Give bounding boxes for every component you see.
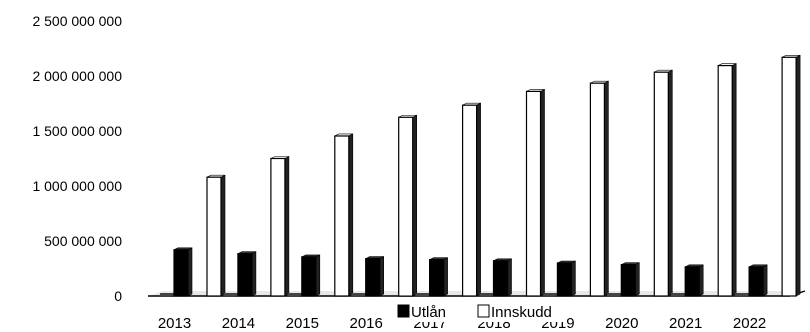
bar-utln-2019 — [556, 260, 576, 297]
floor-marker — [223, 293, 238, 296]
bar-utln-2018 — [492, 258, 512, 297]
x-tick-label: 2022 — [733, 315, 766, 332]
floor-marker — [160, 293, 174, 296]
x-tick-label: 2021 — [669, 315, 702, 332]
bar-utln-2013 — [173, 247, 193, 297]
bar-innskudd-2013 — [206, 174, 226, 297]
legend-label-innskudd: Innskudd — [491, 304, 552, 321]
bar-innskudd-2014 — [270, 156, 290, 297]
floor-marker — [479, 293, 494, 296]
y-tick-label: 1 000 000 000 — [32, 178, 122, 194]
floor-marker — [351, 293, 366, 296]
legend-background — [383, 298, 567, 322]
x-tick-label: 2016 — [350, 315, 383, 332]
y-tick-label: 2 000 000 000 — [32, 68, 122, 84]
floor-marker — [671, 293, 686, 296]
bar-innskudd-2015 — [334, 133, 354, 297]
x-tick-label: 2014 — [222, 315, 255, 332]
y-tick-label: 2 500 000 000 — [32, 13, 122, 29]
bar-innskudd-2022 — [781, 54, 801, 297]
y-tick-label: 500 000 000 — [44, 233, 122, 249]
legend-swatch-utlan — [397, 304, 410, 318]
y-tick-label: 0 — [114, 288, 122, 304]
bar-utln-2015 — [301, 254, 321, 297]
legend-label-utlan: Utlån — [411, 304, 446, 321]
bar-utln-2014 — [237, 251, 257, 297]
bar-innskudd-2020 — [653, 69, 673, 297]
y-axis-ticks: 0 500 000 000 1 000 000 000 1 500 000 000 2 … — [32, 13, 122, 304]
bar-utln-2017 — [429, 257, 448, 297]
y-tick-label: 1 500 000 000 — [32, 123, 122, 139]
x-tick-label: 2015 — [286, 315, 319, 332]
x-tick-label: 2020 — [605, 315, 638, 332]
bar-innskudd-2021 — [717, 63, 737, 297]
bar-utln-2021 — [684, 264, 704, 297]
bar-innskudd-2016 — [398, 114, 418, 297]
floor-marker — [415, 293, 430, 296]
legend-swatch-innskudd — [477, 304, 490, 318]
bars — [160, 54, 801, 297]
floor-marker — [735, 293, 750, 296]
bar-utln-2020 — [620, 262, 640, 297]
bar-innskudd-2018 — [525, 88, 545, 297]
bar-utln-2016 — [365, 256, 385, 297]
floor-marker — [607, 293, 622, 296]
floor-marker — [287, 293, 302, 296]
floor-marker — [543, 293, 558, 296]
bar-utln-2022 — [748, 264, 768, 297]
bar-innskudd-2017 — [462, 102, 481, 297]
legend: Utlån Innskudd — [383, 298, 567, 322]
bar-innskudd-2019 — [589, 80, 609, 297]
x-tick-label: 2013 — [158, 315, 191, 332]
